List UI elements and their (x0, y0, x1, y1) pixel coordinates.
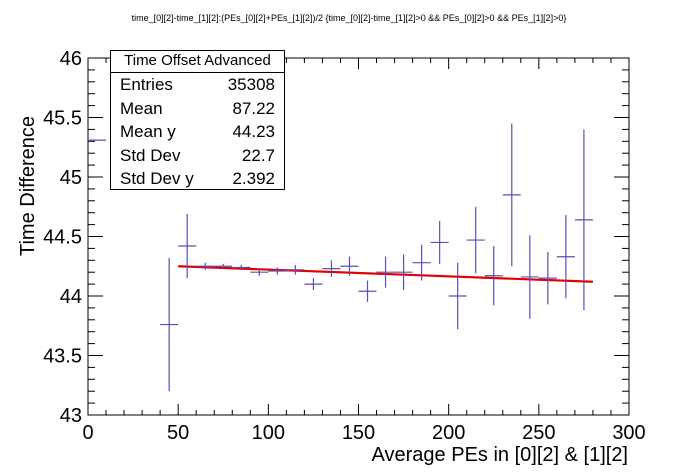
stats-value: 35308 (227, 75, 275, 94)
stats-row-mean-y: Mean y 44.23 (111, 120, 284, 144)
x-tick-label: 250 (522, 422, 555, 444)
stats-row-entries: Entries 35308 (111, 73, 284, 97)
x-axis: 0 50 100 150 200 250 300 (82, 58, 646, 444)
data-point (268, 267, 287, 275)
data-point (250, 268, 269, 276)
data-point (520, 235, 539, 319)
data-point (538, 251, 557, 305)
y-tick-label: 44.5 (43, 227, 82, 249)
data-point (196, 262, 215, 270)
data-point (286, 265, 305, 275)
stats-label: Std Dev (120, 145, 181, 165)
data-point (484, 246, 503, 306)
data-point (214, 263, 233, 269)
y-tick-label: 45.5 (43, 108, 82, 130)
stats-value: 87.22 (232, 98, 275, 118)
data-points-layer (88, 123, 593, 392)
data-point (376, 256, 395, 288)
stats-row-std-dev-y: Std Dev y 2.392 (111, 167, 284, 191)
data-point (304, 278, 323, 291)
data-point (322, 260, 341, 277)
x-axis-label: Average PEs in [0][2] & [1][2] (372, 444, 628, 466)
stats-value: 44.23 (232, 122, 275, 141)
y-tick-label: 45 (60, 167, 82, 189)
stats-label: Mean y (120, 122, 176, 141)
y-tick-label: 43.5 (43, 346, 82, 368)
stats-label: Std Dev y (120, 169, 194, 188)
x-tick-label: 150 (342, 422, 375, 444)
data-point (466, 206, 485, 274)
data-point (178, 213, 197, 279)
data-point (448, 262, 467, 330)
x-tick-label: 200 (432, 422, 465, 444)
y-axis-label: Time Difference (17, 116, 39, 256)
data-point (502, 123, 521, 267)
y-tick-label: 46 (60, 48, 82, 70)
data-point (574, 129, 593, 311)
y-tick-label: 44 (60, 286, 82, 308)
stats-title: Time Offset Advanced (111, 51, 284, 73)
stats-label: Mean (120, 98, 163, 118)
chart-title: time_[0][2]-time_[1][2]:(PEs_[0][2]+PEs_… (132, 13, 567, 23)
stats-row-mean: Mean 87.22 (111, 97, 284, 121)
stats-value: 22.7 (241, 145, 275, 165)
data-point (430, 221, 449, 264)
y-tick-label: 43 (60, 405, 82, 427)
data-point (358, 280, 377, 302)
data-point (232, 265, 251, 270)
x-tick-label: 300 (612, 422, 645, 444)
stats-box: Time Offset Advanced Entries 35308 Mean … (110, 50, 285, 190)
data-point (412, 244, 431, 281)
data-point (160, 257, 179, 392)
stats-label: Entries (120, 75, 173, 94)
data-point (556, 215, 575, 299)
data-point (340, 256, 359, 276)
x-tick-label: 0 (82, 422, 93, 444)
x-tick-label: 50 (167, 422, 189, 444)
x-tick-label: 100 (252, 422, 285, 444)
stats-row-std-dev: Std Dev 22.7 (111, 144, 284, 168)
y-axis: 43 43.5 44 44.5 45 45.5 46 (43, 48, 629, 427)
data-point (394, 254, 413, 291)
stats-value: 2.392 (232, 169, 275, 188)
